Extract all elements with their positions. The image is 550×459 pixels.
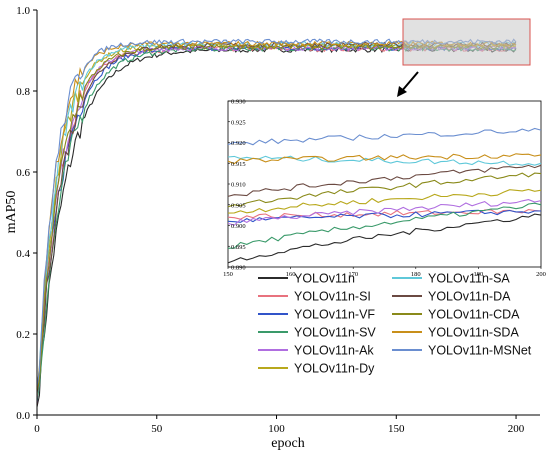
inset-series-line — [227, 202, 542, 249]
x-axis-label: epoch — [271, 436, 304, 451]
x-tick-label: 0 — [34, 423, 40, 435]
x-axis-ticks: 0 50 100 150 200 — [34, 415, 525, 435]
y-tick-label: 0.2 — [16, 329, 30, 341]
inset-y-tick-label: 0.930 — [231, 99, 246, 106]
inset-x-tick-label: 160 — [286, 271, 296, 278]
y-tick-label: 0.4 — [16, 248, 30, 260]
legend-label: YOLOv11n-VF — [294, 308, 375, 322]
inset-series-group — [227, 127, 542, 264]
y-tick-label: 0.6 — [16, 167, 30, 179]
zoom-arrow-icon — [397, 71, 419, 97]
inset-series-line — [227, 127, 542, 146]
inset-x-tick-label: 170 — [348, 271, 358, 278]
x-tick-label: 200 — [508, 423, 525, 435]
legend-label: YOLOv11n-SI — [294, 290, 371, 304]
inset-frame — [227, 100, 542, 268]
inset-series-line — [227, 155, 542, 166]
inset-y-tick-label: 0.910 — [231, 182, 246, 189]
legend-label: YOLOv11n — [294, 272, 355, 286]
x-tick-label: 150 — [388, 423, 405, 435]
inset-series-line — [227, 188, 542, 214]
y-tick-label: 0.0 — [16, 410, 30, 422]
legend-label: YOLOv11n-DA — [428, 290, 511, 304]
y-tick-label: 1.0 — [16, 5, 30, 17]
inset-x-ticks: 150 160 170 180 190 200 — [223, 267, 546, 278]
legend-label: YOLOv11n-SV — [294, 326, 376, 340]
x-tick-label: 100 — [268, 423, 285, 435]
inset-x-tick-label: 190 — [474, 271, 484, 278]
inset-series-line — [227, 164, 542, 197]
inset-y-tick-label: 0.890 — [231, 265, 246, 272]
legend-label: YOLOv11n-MSNet — [428, 344, 532, 358]
inset-series-line — [227, 213, 542, 264]
legend-label: YOLOv11n-CDA — [428, 308, 520, 322]
inset-y-tick-label: 0.920 — [231, 140, 246, 147]
y-tick-label: 0.8 — [16, 86, 30, 98]
y-axis-label: mAP50 — [4, 191, 19, 234]
inset-y-tick-label: 0.925 — [231, 119, 246, 126]
inset-series-line — [227, 153, 542, 165]
legend-label: YOLOv11n-SA — [428, 272, 510, 286]
inset-x-tick-label: 200 — [536, 271, 546, 278]
y-axis-ticks: 0.0 0.2 0.4 0.6 0.8 1.0 — [16, 5, 37, 422]
inset-x-tick-label: 150 — [223, 271, 233, 278]
inset-x-tick-label: 180 — [411, 271, 421, 278]
legend-label: YOLOv11n-SDA — [428, 326, 519, 340]
x-tick-label: 50 — [151, 423, 163, 435]
legend: YOLOv11n YOLOv11n-SI YOLOv11n-VF YOLOv11n-S… — [258, 272, 532, 376]
inset-y-tick-label: 0.915 — [231, 161, 246, 168]
legend-label: YOLOv11n-Dy — [294, 362, 375, 376]
inset-series-line — [227, 199, 542, 226]
zoom-region-box — [402, 18, 531, 66]
inset-y-tick-label: 0.895 — [231, 244, 246, 251]
inset-y-tick-label: 0.905 — [231, 202, 246, 209]
inset-series-line — [227, 172, 542, 208]
inset-zoom-chart: 150 160 170 180 190 200 0.8900.8950.9000.9050… — [223, 99, 546, 279]
legend-label: YOLOv11n-Ak — [294, 344, 374, 358]
inset-y-tick-label: 0.900 — [231, 223, 246, 230]
inset-y-ticks: 0.890 0.895 0.900 0.905 0.910 0.915 0.920 0.925… — [228, 99, 246, 272]
